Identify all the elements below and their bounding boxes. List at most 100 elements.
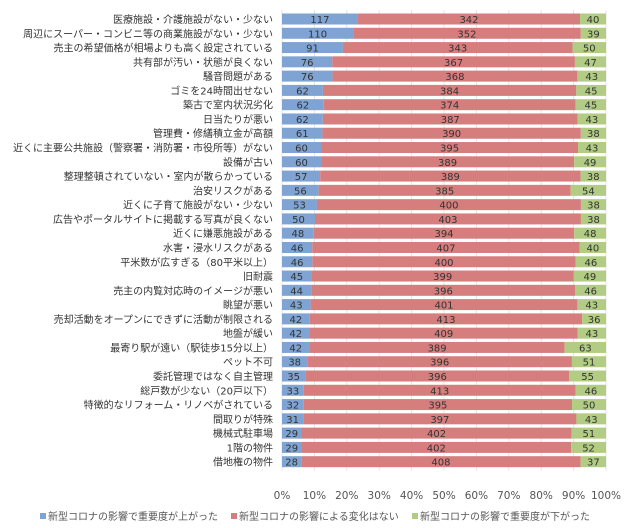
data-label: 400 [439,201,458,212]
bar-segment [282,370,306,382]
bar-segment [282,156,322,168]
bar-segment [303,399,573,411]
data-label: 43 [585,301,598,312]
data-label: 56 [294,186,307,197]
data-label: 395 [428,401,447,412]
bar-segment [580,127,606,139]
bar-segment [582,313,606,325]
bar-segment [574,156,606,168]
data-label: 49 [584,272,597,283]
x-tick-label: 100% [591,490,621,502]
x-tick-label: 50% [432,490,455,502]
category-label: 近くに子育て施設がない・少ない [123,199,273,212]
data-label: 60 [295,144,308,155]
category-label: 売主の内覧対応時のイメージが悪い [113,284,273,297]
bar-segment [332,70,578,82]
data-label: 395 [440,144,459,155]
bar-segment [316,199,581,211]
data-label: 35 [287,372,300,383]
data-label: 43 [585,415,598,426]
data-label: 38 [288,358,301,369]
bar-segment [580,213,606,225]
bar-segment [282,256,313,268]
bar-segment [580,13,606,25]
bar-segment [313,227,575,239]
data-label: 46 [584,286,597,297]
bar-segment [282,113,323,125]
data-label: 389 [441,172,460,183]
x-tick-label: 20% [335,490,358,502]
bar-segment [574,56,606,68]
category-label: 設備が古い [223,156,273,169]
data-label: 48 [584,229,597,240]
bar-segment [576,84,606,96]
legend-label: 新型コロナの影響による変化はない [239,510,399,523]
bar-segment [576,413,606,425]
data-label: 407 [436,243,455,254]
bar-segment [305,370,570,382]
bar-segment [309,327,578,339]
category-label: 共有部が汚い・状態が良くない [133,56,273,69]
bar-segment [282,356,308,368]
data-label: 43 [585,72,598,83]
data-label: 387 [441,115,460,126]
data-label: 48 [292,229,305,240]
bar-segment [282,327,310,339]
data-label: 38 [587,201,600,212]
data-label: 62 [296,115,309,126]
category-label: 最寄り駅が遠い（駅徒歩15分以上） [110,341,273,354]
bar-segment [575,99,606,111]
bar-segment [282,313,310,325]
bar-segment [571,356,606,368]
bar-segment [301,441,572,453]
bar-segment [282,299,311,311]
legend-label: 新型コロナの影響で重要度が上がった [48,510,218,523]
category-label: 地盤が緩い [223,327,273,340]
data-label: 367 [444,58,463,69]
data-label: 403 [438,215,457,226]
category-label: 築古で室内状況劣化 [183,99,273,112]
bar-segment [320,170,581,182]
bar-segment [282,127,323,139]
data-label: 49 [584,158,597,169]
category-label: 治安リスクがある [193,184,273,197]
bar-segment [282,27,354,39]
data-label: 342 [459,15,478,26]
data-label: 62 [297,101,310,112]
bar-segment [282,456,302,468]
bar-segment [322,127,581,139]
data-label: 40 [586,243,599,254]
bar-segment [282,427,302,439]
data-label: 43 [585,115,598,126]
data-label: 55 [581,372,594,383]
bar-segment [577,113,606,125]
data-label: 38 [587,215,600,226]
data-label: 374 [440,101,459,112]
category-label: 売主の希望価格が相場よりも高く設定されている [54,42,274,55]
bar-segment [282,56,333,68]
bar-segment [571,427,606,439]
bar-segment [580,199,606,211]
bar-segment [580,27,606,39]
data-label: 51 [582,429,595,440]
category-label: 管理費・修繕積立金が高額 [153,127,273,140]
bar-segment [282,199,317,211]
bar-segment [282,227,314,239]
data-label: 402 [427,429,446,440]
bar-segment [314,213,581,225]
bar-segment [282,413,304,425]
bar-segment [282,399,304,411]
bar-segment [575,384,606,396]
bar-segment [321,156,575,168]
bar-segment [575,284,606,296]
bar-segment [357,13,581,25]
data-label: 389 [438,158,457,169]
bar-segment [282,384,304,396]
bar-segment [323,99,576,111]
bar-segment [309,313,583,325]
data-label: 352 [457,29,476,40]
bar-segment [282,42,343,54]
bar-segment [312,256,576,268]
bar-segment [342,42,573,54]
data-label: 409 [434,329,453,340]
